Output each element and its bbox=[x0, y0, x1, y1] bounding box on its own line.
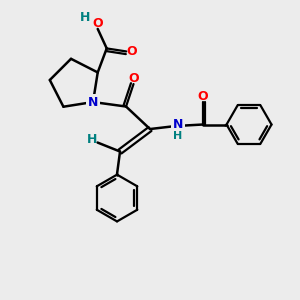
Text: N: N bbox=[173, 118, 183, 131]
Text: N: N bbox=[88, 95, 98, 109]
Text: O: O bbox=[92, 17, 103, 30]
Text: O: O bbox=[128, 72, 139, 85]
Text: O: O bbox=[197, 90, 208, 103]
Text: H: H bbox=[87, 133, 97, 146]
Text: H: H bbox=[80, 11, 90, 24]
Text: O: O bbox=[126, 45, 137, 58]
Text: H: H bbox=[173, 130, 183, 141]
